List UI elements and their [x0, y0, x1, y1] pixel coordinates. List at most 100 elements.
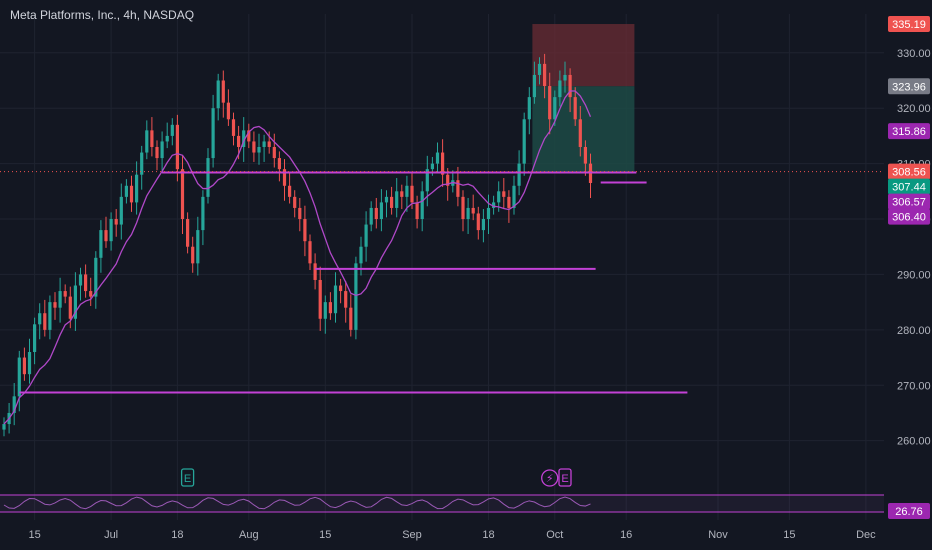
price-label-text: 335.19: [892, 19, 926, 31]
candle-body: [486, 207, 491, 220]
x-tick-label: Sep: [402, 529, 422, 541]
candle-body: [68, 296, 72, 319]
candle-body: [532, 74, 536, 98]
candle-body: [395, 191, 399, 208]
candle-body: [48, 302, 52, 330]
candle-body: [221, 80, 225, 103]
x-tick-label: Dec: [856, 529, 876, 541]
x-tick-label: 15: [319, 529, 331, 541]
candle-body: [497, 191, 501, 203]
price-label-box: [888, 178, 930, 195]
candle-body: [461, 196, 465, 220]
candle-body: [89, 291, 93, 297]
candle-body: [323, 302, 327, 319]
candle-body: [359, 246, 363, 264]
dividend-icon: [541, 469, 559, 487]
price-label-box: [888, 163, 930, 180]
x-tick-label: 16: [620, 529, 632, 541]
candle-body: [430, 163, 434, 170]
candle-body: [257, 146, 261, 153]
candle-body: [410, 185, 414, 203]
candle-body: [435, 152, 440, 164]
candle-body: [262, 141, 266, 147]
y-tick-label: 270.00: [897, 380, 931, 392]
candle-body: [17, 357, 21, 397]
price-label-box: [888, 208, 930, 225]
candle-body: [476, 213, 480, 231]
candle-body: [298, 207, 302, 220]
candle-body: [237, 135, 241, 147]
earnings-marker[interactable]: E: [180, 468, 195, 487]
candle-body: [63, 291, 67, 297]
candle-body: [22, 357, 26, 375]
candle-body: [543, 63, 547, 87]
candle-body: [471, 207, 475, 214]
candle-body: [2, 424, 6, 430]
y-tick-label: 280.00: [897, 325, 931, 337]
candle-body: [339, 285, 343, 292]
candle-body: [364, 224, 368, 247]
price-label-text: 323.96: [892, 81, 926, 93]
candle-body: [583, 146, 587, 164]
earnings-markers[interactable]: E ⚡ E: [180, 468, 572, 487]
candle-body: [73, 285, 77, 319]
chart-title: Meta Platforms, Inc., 4h, NASDAQ: [10, 8, 195, 22]
candlestick-series: [2, 53, 593, 437]
earnings-marker[interactable]: ⚡: [541, 469, 559, 487]
y-tick-label: 290.00: [897, 269, 931, 281]
candle-body: [206, 158, 210, 197]
candle-body: [247, 130, 251, 142]
candle-body: [109, 219, 113, 242]
candle-body: [573, 97, 577, 120]
candle-body: [175, 124, 179, 170]
price-label-box: [888, 78, 930, 95]
candle-body: [568, 74, 572, 98]
candle-body: [344, 291, 348, 308]
earnings-icon: [180, 468, 195, 487]
chart-grid: [0, 14, 884, 520]
candle-body: [33, 324, 37, 353]
candle-body: [456, 180, 460, 197]
price-label-box: [888, 16, 930, 33]
x-tick-label: Oct: [546, 529, 563, 541]
candle-body: [242, 130, 246, 147]
candle-body: [104, 230, 108, 242]
candle-body: [129, 185, 134, 203]
candle-body: [53, 302, 57, 308]
candle-body: [191, 246, 195, 264]
x-tick-label: 15: [28, 529, 40, 541]
candle-body: [578, 119, 582, 147]
candle-body: [226, 102, 230, 120]
candle-body: [354, 263, 358, 330]
candle-body: [99, 230, 103, 258]
price-labels: 335.19 323.96 315.86 308.56 307.44 306.57 306.…: [888, 16, 930, 519]
candle-body: [293, 196, 297, 208]
candle-body: [43, 313, 47, 330]
candle-body: [507, 196, 511, 208]
price-label-box: [888, 193, 930, 210]
candle-body: [481, 219, 485, 231]
y-tick-label: 260.00: [897, 436, 931, 448]
candle-body: [94, 257, 98, 297]
y-tick-label: 330.00: [897, 48, 931, 60]
price-label-text: 307.44: [892, 182, 926, 194]
rsi-line: [3, 496, 591, 510]
candle-body: [446, 174, 450, 186]
candle-body: [441, 152, 445, 175]
x-tick-label: 18: [171, 529, 183, 541]
candle-body: [379, 202, 383, 220]
earnings-marker-label: E: [561, 473, 568, 485]
candle-body: [180, 169, 185, 220]
candle-body: [349, 307, 353, 330]
candle-body: [165, 135, 169, 142]
earnings-marker[interactable]: E: [558, 468, 572, 487]
candle-body: [517, 163, 521, 186]
x-tick-label: Jul: [104, 529, 118, 541]
candle-body: [303, 219, 307, 242]
candle-body: [216, 80, 220, 109]
candle-body: [548, 86, 552, 120]
take-profit-zone: [532, 86, 635, 173]
candle-body: [124, 185, 128, 197]
candle-body: [390, 196, 394, 208]
